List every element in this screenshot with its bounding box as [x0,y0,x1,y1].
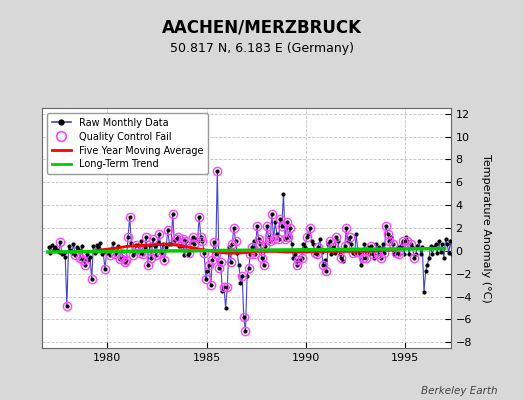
Text: AACHEN/MERZBRUCK: AACHEN/MERZBRUCK [162,18,362,36]
Y-axis label: Temperature Anomaly (°C): Temperature Anomaly (°C) [482,154,492,302]
Text: Berkeley Earth: Berkeley Earth [421,386,498,396]
Legend: Raw Monthly Data, Quality Control Fail, Five Year Moving Average, Long-Term Tren: Raw Monthly Data, Quality Control Fail, … [47,113,208,174]
Text: 50.817 N, 6.183 E (Germany): 50.817 N, 6.183 E (Germany) [170,42,354,55]
